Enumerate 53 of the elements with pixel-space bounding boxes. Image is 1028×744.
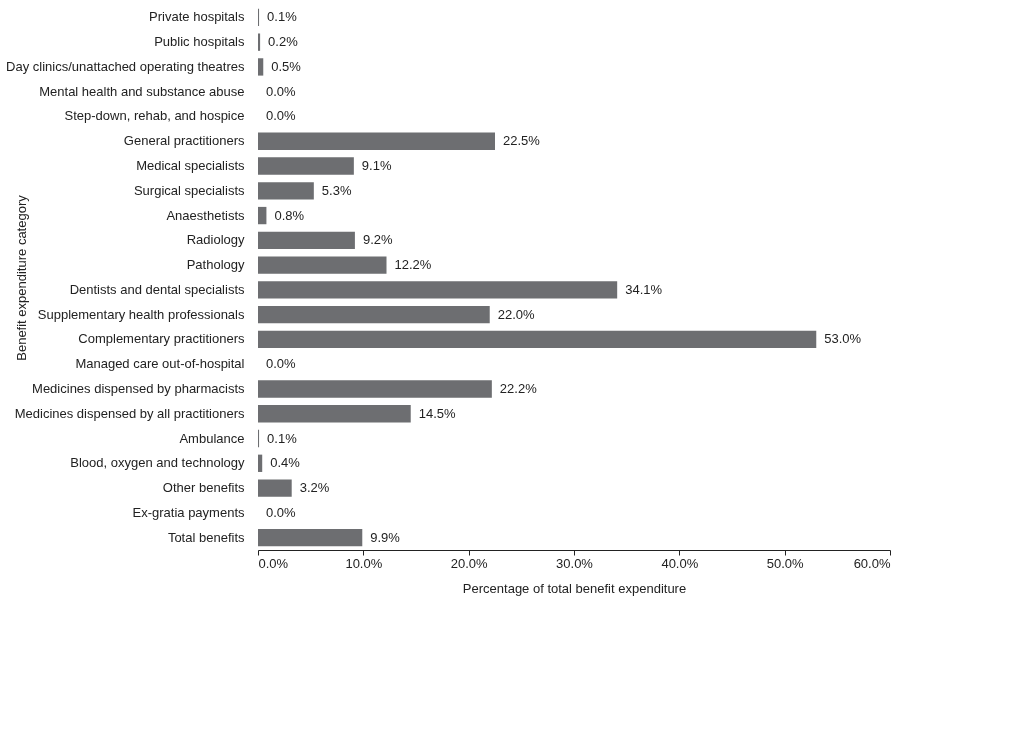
x-tick-label: 20.0% [450, 555, 489, 571]
y-tick-label: Radiology [186, 232, 245, 248]
data-label: 0.2% [268, 34, 299, 50]
y-tick-label: Blood, oxygen and technology [70, 455, 245, 471]
data-label: 0.1% [267, 9, 298, 25]
y-tick-label: Managed care out-of-hospital [75, 356, 245, 372]
data-label: 0.5% [271, 58, 302, 74]
data-label: 0.0% [266, 356, 297, 372]
x-tick-label: 30.0% [556, 555, 594, 571]
y-tick-label: Complementary practitioners [78, 331, 245, 347]
data-label: 14.5% [418, 405, 457, 421]
data-label: 0.1% [267, 430, 298, 446]
y-tick-label: General practitioners [123, 133, 245, 149]
y-tick-label: Step-down, rehab, and hospice [64, 108, 245, 124]
y-tick-label: Dentists and dental specialists [69, 281, 245, 297]
y-tick-label: Anaesthetists [166, 207, 245, 223]
data-label: 5.3% [321, 182, 352, 198]
data-label: 0.8% [274, 207, 305, 223]
data-label: 22.0% [497, 306, 536, 322]
y-tick-label: Other benefits [162, 480, 245, 496]
y-tick-label: Medical specialists [136, 158, 245, 174]
y-tick-label: Surgical specialists [133, 182, 245, 198]
x-tick-label: 60.0% [853, 555, 891, 571]
data-label: 22.5% [503, 133, 541, 149]
data-label: 3.2% [299, 480, 330, 496]
y-tick-label: Public hospitals [154, 34, 245, 50]
data-label: 9.9% [370, 529, 401, 545]
y-tick-label: Supplementary health professionals [37, 306, 245, 322]
x-tick-label: 10.0% [345, 555, 383, 571]
x-axis-title: Percentage of total benefit expenditure [462, 580, 687, 596]
data-label: 0.0% [266, 108, 297, 124]
data-label: 0.4% [270, 455, 301, 471]
y-tick-label: Day clinics/unattached operating theatres [6, 58, 245, 74]
y-tick-label: Mental health and substance abuse [39, 83, 245, 99]
x-tick-label: 0.0% [258, 555, 289, 571]
y-tick-label: Private hospitals [149, 9, 245, 25]
y-tick-label: Medicines dispensed by all practitioners [14, 405, 245, 421]
data-label: 22.2% [499, 380, 538, 396]
y-tick-label: Ex-gratia payments [132, 504, 245, 520]
data-label: 0.0% [266, 83, 297, 99]
data-label: 9.1% [361, 158, 392, 174]
data-label: 12.2% [394, 257, 432, 273]
x-tick-label: 50.0% [766, 555, 805, 571]
y-tick-label: Ambulance [179, 430, 245, 446]
y-axis-title: Benefit expenditure category [13, 194, 29, 361]
data-label: 0.0% [266, 504, 297, 520]
y-tick-label: Total benefits [167, 529, 245, 545]
x-tick-label: 40.0% [661, 555, 699, 571]
data-label: 34.1% [625, 281, 663, 297]
y-tick-label: Medicines dispensed by pharmacists [32, 380, 245, 396]
data-label: 53.0% [824, 331, 862, 347]
data-label: 9.2% [362, 232, 393, 248]
y-tick-label: Pathology [186, 257, 245, 273]
